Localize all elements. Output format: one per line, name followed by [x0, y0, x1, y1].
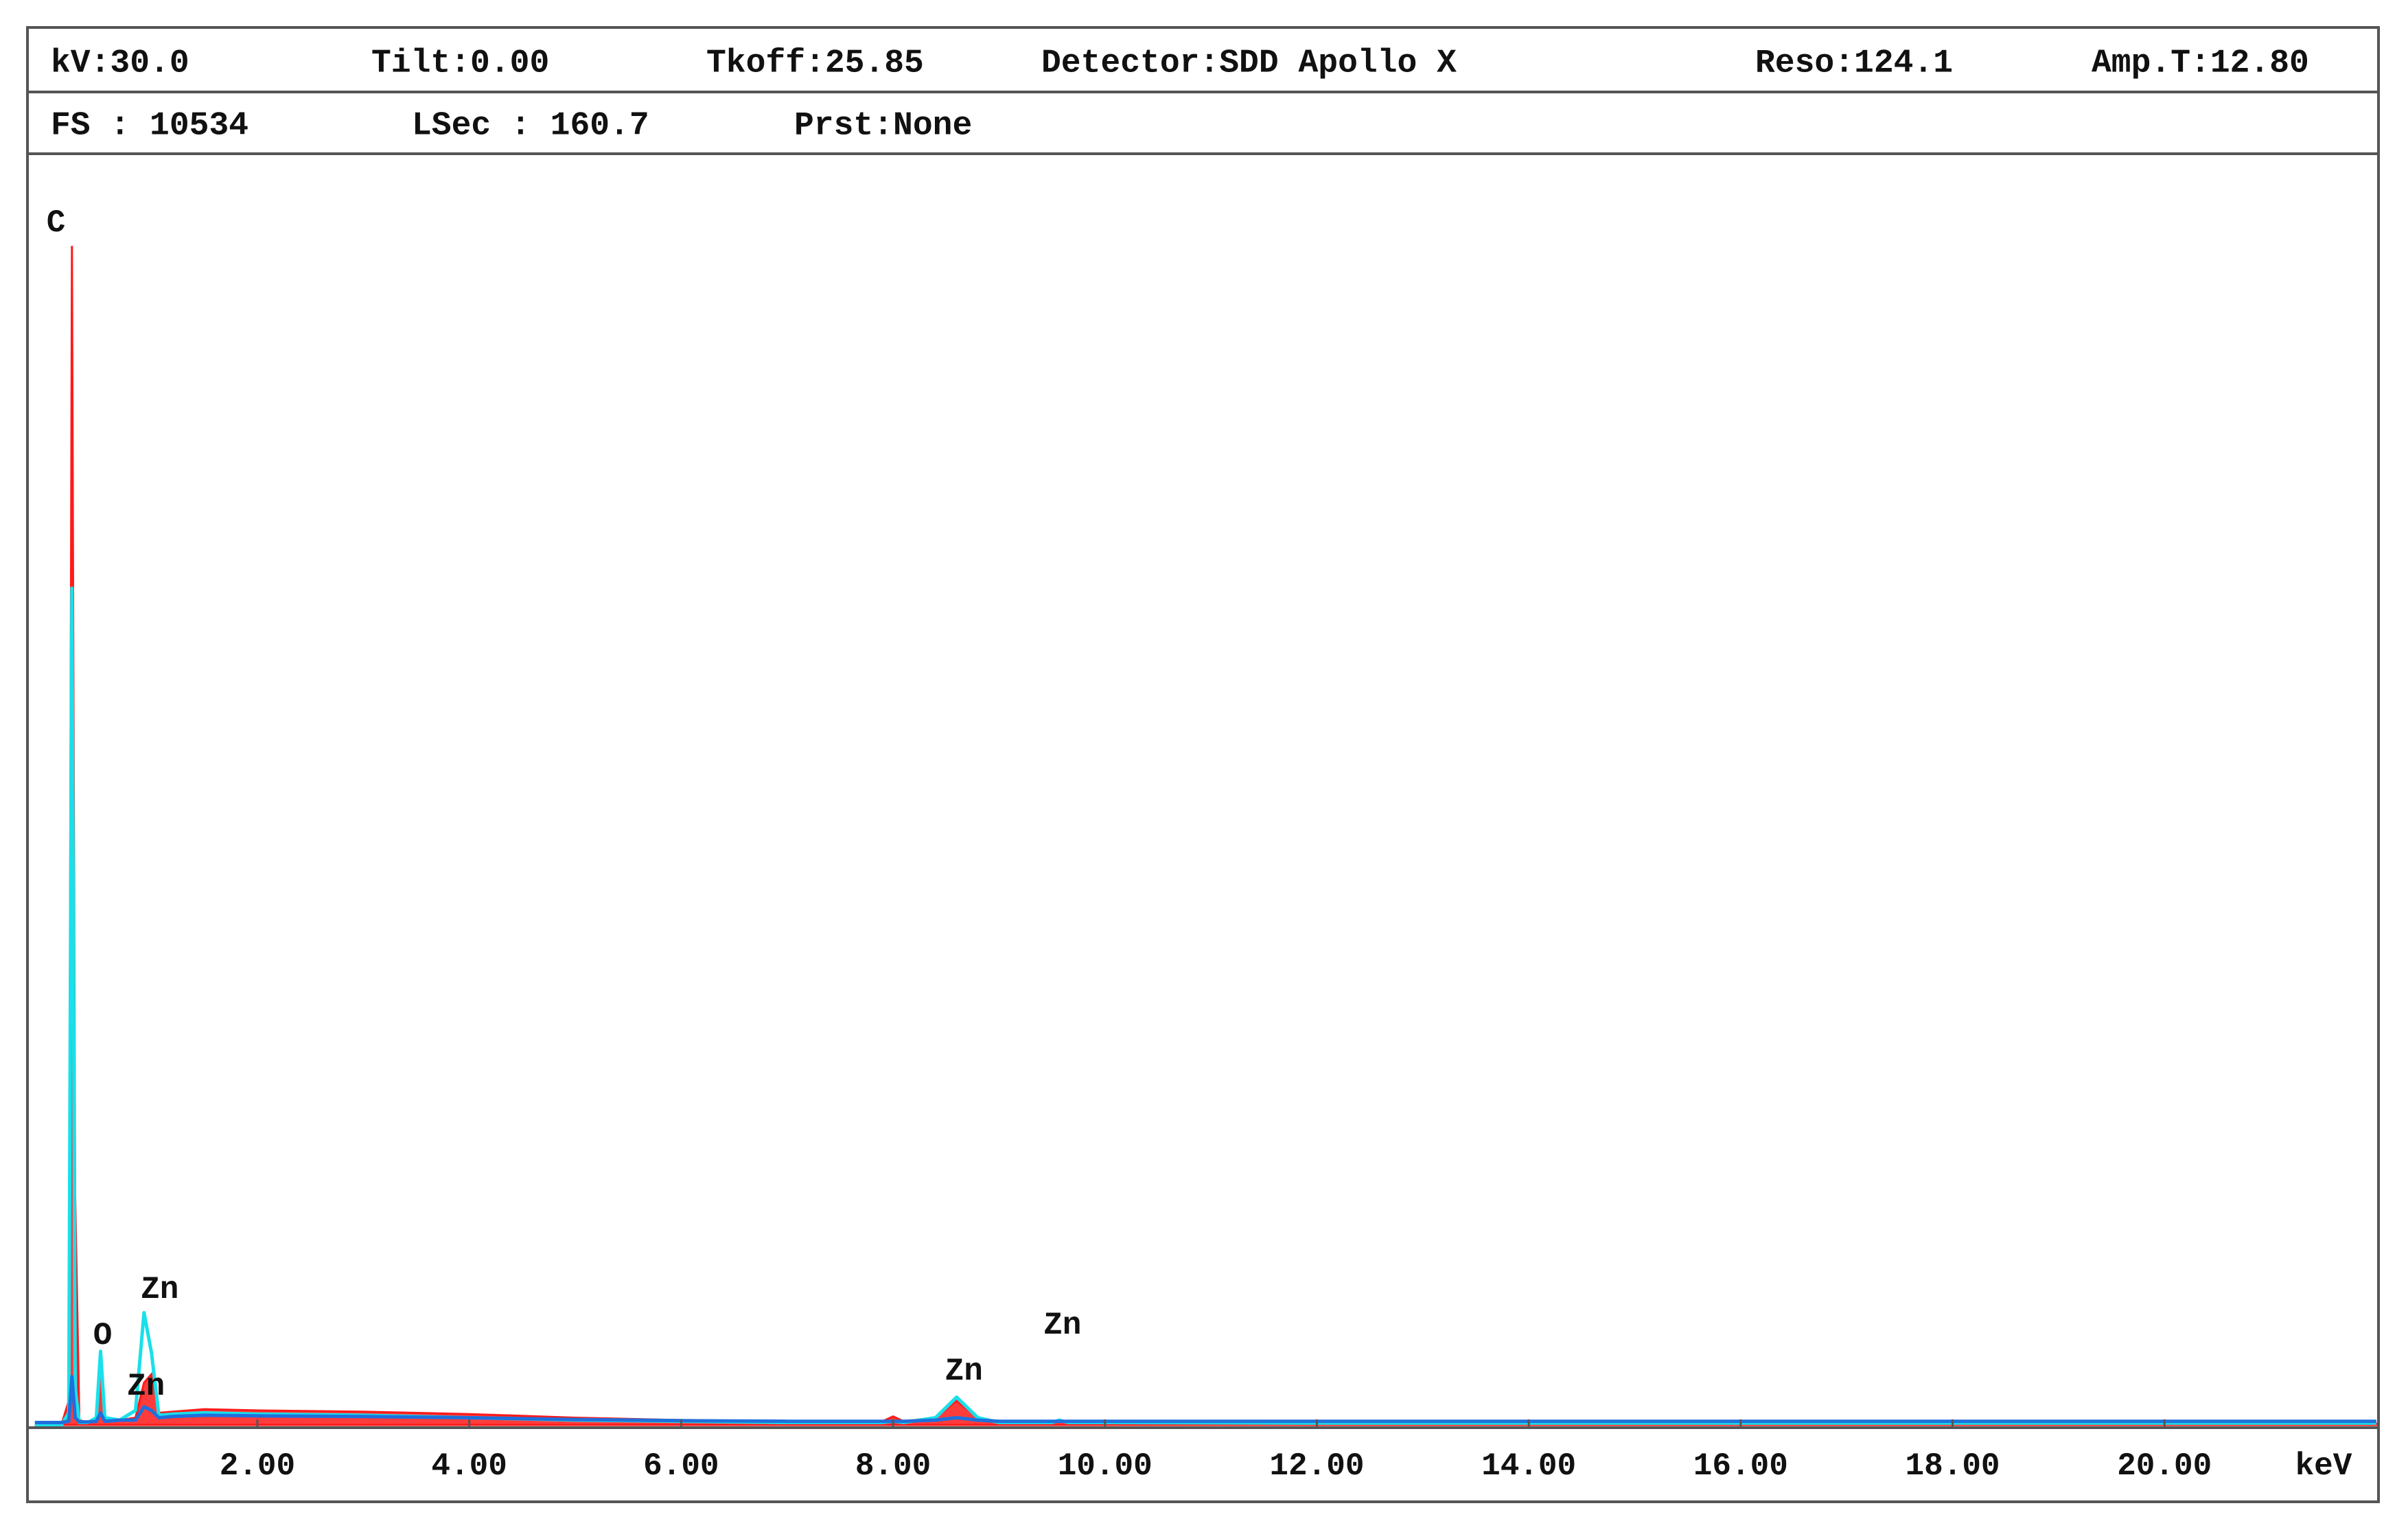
spectrum-line: [34, 1375, 2376, 1424]
header-field: Tilt:0.00: [371, 45, 549, 82]
x-tick-label: 6.00: [643, 1448, 719, 1484]
x-tick-label: 12.00: [1269, 1448, 1364, 1484]
spectrum-line: [34, 586, 2376, 1427]
x-tick-label: 18.00: [1906, 1448, 2000, 1484]
peak-label: O: [93, 1318, 113, 1354]
header-field: LSec : 160.7: [412, 108, 649, 145]
header-field: Detector:SDD Apollo X: [1041, 45, 1457, 82]
x-tick-label: 14.00: [1481, 1448, 1576, 1484]
header-field: FS : 10534: [51, 108, 248, 145]
x-tick-label: 16.00: [1693, 1448, 1788, 1484]
x-tick-label: 2.00: [220, 1448, 295, 1484]
peak-label: C: [47, 205, 66, 241]
header-field: Reso:124.1: [1755, 45, 1953, 82]
peak-label: Zn: [127, 1369, 165, 1404]
x-axis-label: keV: [2295, 1448, 2352, 1484]
peak-label: Zn: [945, 1354, 983, 1389]
x-tick-label: 20.00: [2117, 1448, 2212, 1484]
header-field: Amp.T:12.80: [2092, 45, 2309, 82]
frame: [26, 26, 2380, 1503]
header-field: kV:30.0: [51, 45, 189, 82]
x-tick-label: 10.00: [1058, 1448, 1153, 1484]
header-field: Tkoff:25.85: [706, 45, 924, 82]
x-tick-label: 8.00: [855, 1448, 931, 1484]
x-tick-label: 4.00: [431, 1448, 507, 1484]
peak-label: Zn: [1043, 1308, 1081, 1343]
peak-label: Zn: [141, 1272, 178, 1308]
spectrum-area: [34, 246, 2378, 1426]
header-field: Prst:None: [794, 108, 972, 145]
